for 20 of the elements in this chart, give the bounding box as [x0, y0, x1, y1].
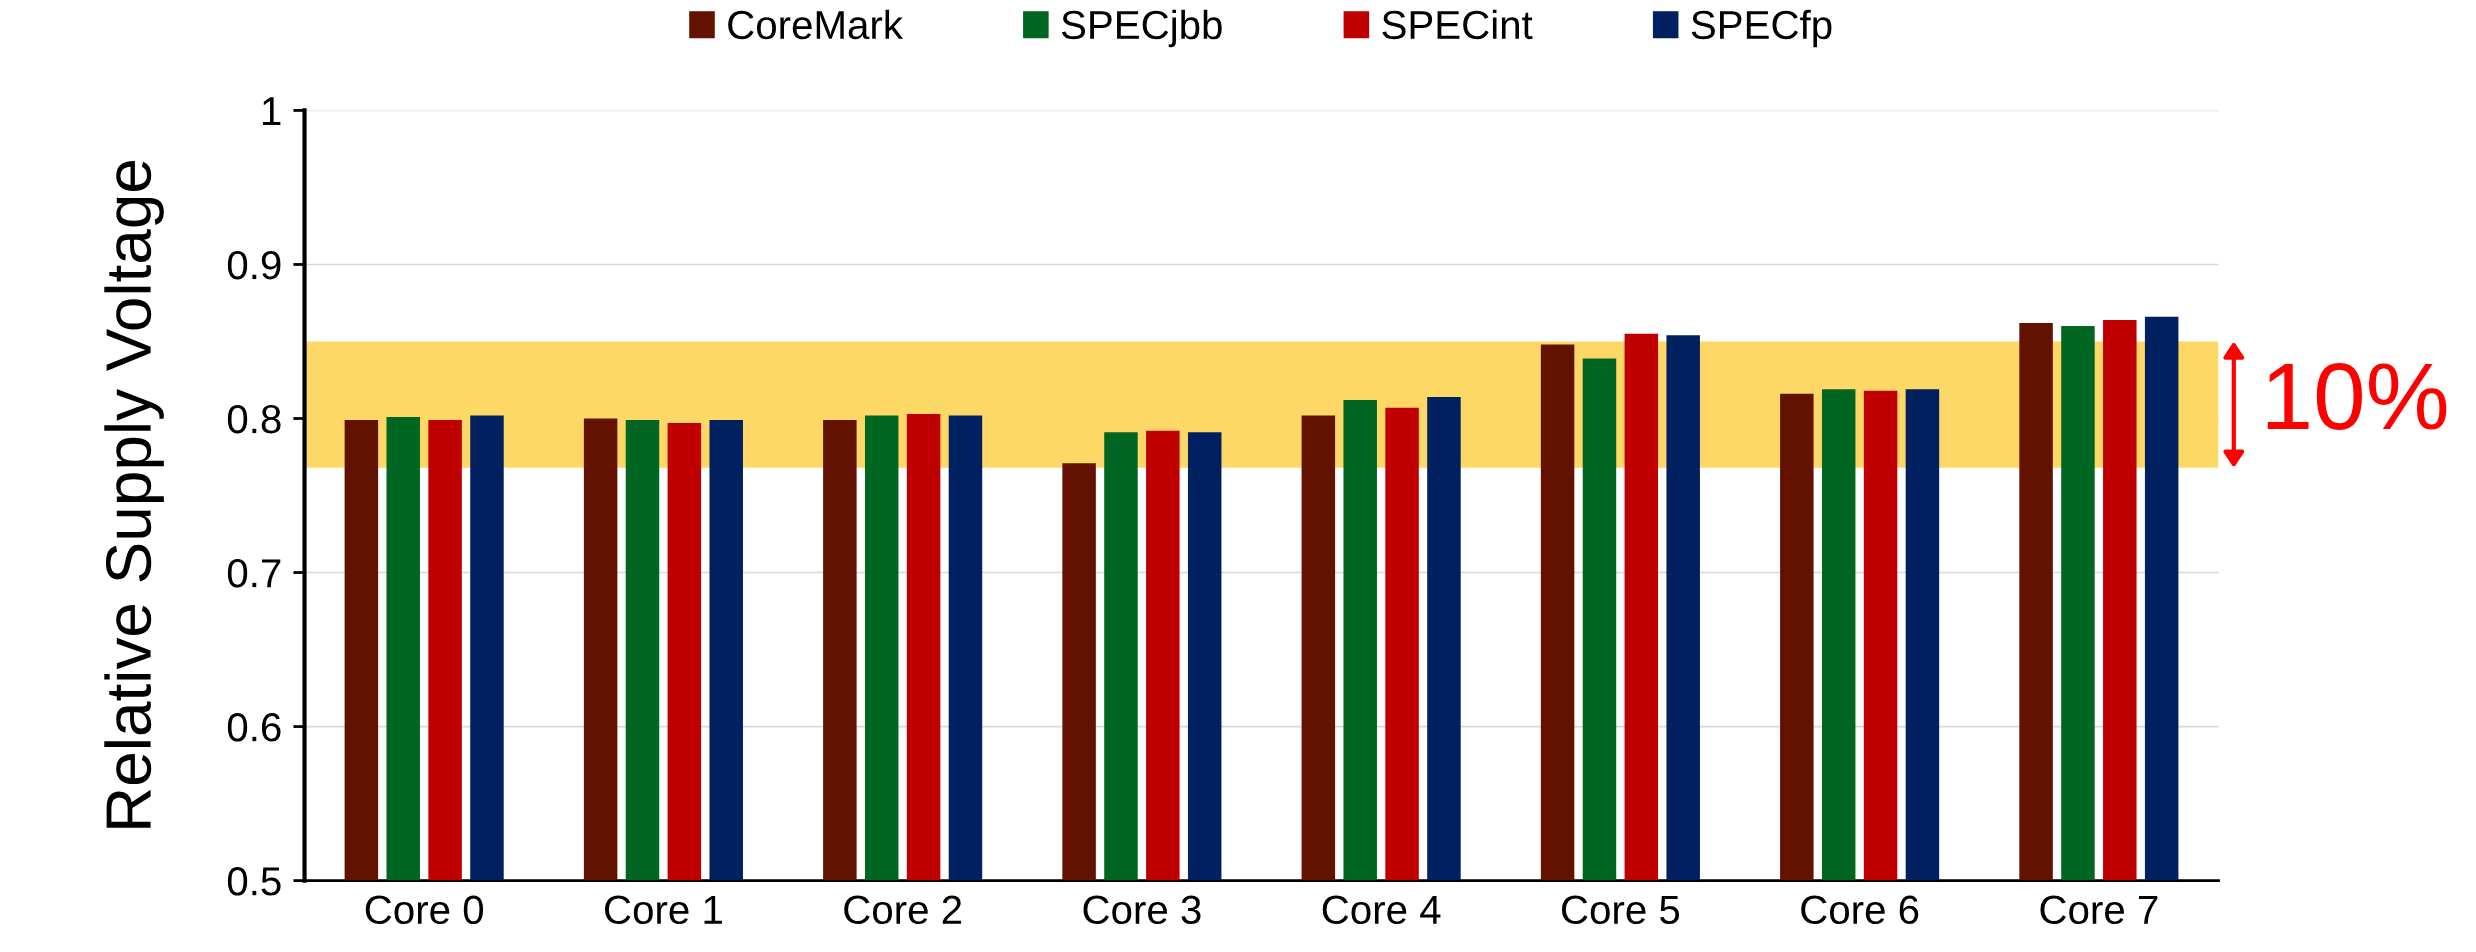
x-tick-label: Core 4	[1322, 895, 1441, 925]
y-tick-label: 0.8	[227, 404, 281, 434]
y-tick-label: 0.5	[227, 867, 281, 896]
x-tick-label: Core 5	[1561, 895, 1680, 925]
y-tick-label: 0.6	[227, 713, 281, 742]
x-tick-label: Core 3	[1083, 895, 1201, 925]
x-tick-label: Core 1	[605, 895, 722, 925]
x-tick-label: Core 6	[1801, 895, 1919, 925]
band-label: 10%	[2267, 363, 2447, 430]
legend-label: SPECjbb	[1061, 9, 1222, 48]
x-tick-label: Core 2	[844, 895, 962, 925]
y-tick-label: 1	[263, 97, 281, 126]
x-tick-label: Core 7	[2040, 895, 2158, 925]
legend-label: SPECfp	[1691, 9, 1832, 48]
legend-label: CoreMark	[728, 9, 904, 40]
y-tick-label: 0.7	[227, 559, 281, 588]
legend-label: SPECint	[1382, 9, 1533, 40]
y-tick-label: 0.9	[227, 250, 281, 280]
x-tick-label: Core 0	[365, 895, 484, 925]
y-axis-title: Relative Supply Voltage	[104, 160, 164, 828]
